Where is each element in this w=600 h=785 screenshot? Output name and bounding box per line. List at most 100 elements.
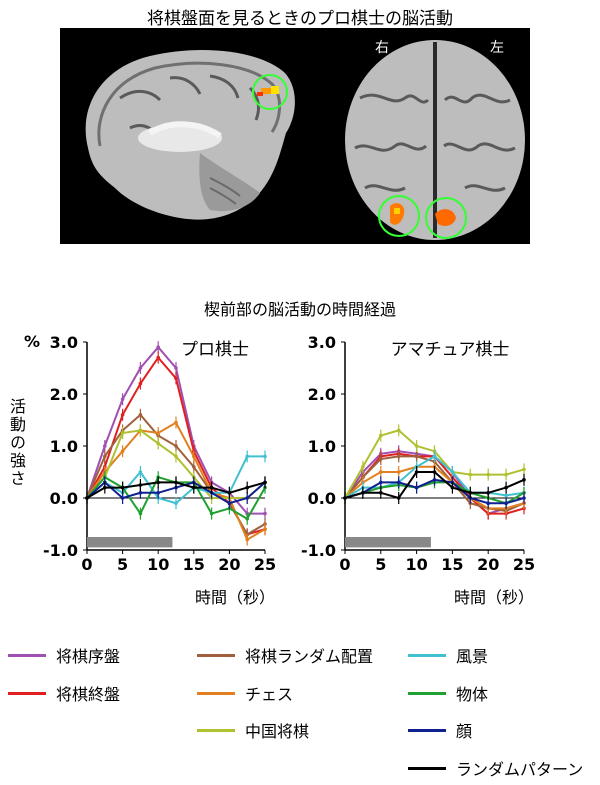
data-point-amateur-8 bbox=[504, 485, 508, 490]
legend-label: 中国将棋 bbox=[245, 722, 310, 741]
data-point-pro-3 bbox=[156, 431, 160, 435]
y-tick-label-amateur: 0.0 bbox=[308, 489, 336, 508]
sagittal-brain-slice bbox=[85, 49, 295, 220]
data-point-amateur-5 bbox=[432, 454, 437, 459]
data-point-amateur-7 bbox=[379, 480, 383, 485]
axial-left-roi-circle bbox=[425, 197, 467, 239]
data-point-amateur-8 bbox=[414, 470, 419, 474]
x-tick-label-pro: 0 bbox=[81, 555, 92, 574]
legend-item: 将棋終盤 bbox=[8, 681, 120, 705]
data-point-pro-8 bbox=[138, 483, 143, 487]
legend-label: 将棋序盤 bbox=[56, 647, 121, 666]
data-point-pro-1 bbox=[120, 413, 125, 417]
data-point-amateur-4 bbox=[522, 467, 526, 472]
data-point-pro-0 bbox=[103, 444, 107, 448]
data-point-amateur-4 bbox=[379, 433, 383, 438]
data-point-amateur-8 bbox=[522, 478, 526, 482]
data-point-pro-1 bbox=[174, 376, 178, 381]
x-tick-label-pro: 25 bbox=[254, 555, 276, 574]
data-point-amateur-4 bbox=[396, 428, 401, 433]
data-point-pro-1 bbox=[138, 381, 143, 386]
x-tick-label-pro: 20 bbox=[218, 555, 240, 574]
legend-item: 物体 bbox=[408, 681, 488, 705]
data-point-amateur-8 bbox=[379, 491, 383, 495]
legend-label: チェス bbox=[245, 685, 294, 704]
data-point-pro-3 bbox=[120, 449, 125, 453]
data-point-amateur-5 bbox=[504, 493, 508, 498]
x-tick-label-amateur: 25 bbox=[513, 555, 535, 574]
data-point-pro-3 bbox=[263, 527, 267, 531]
data-point-pro-8 bbox=[209, 485, 214, 490]
panel-title-amateur: アマチュア棋士 bbox=[391, 340, 510, 360]
y-tick-label-pro: 0.0 bbox=[50, 489, 78, 508]
data-point-amateur-4 bbox=[504, 472, 508, 477]
legend-item: 顔 bbox=[408, 718, 472, 742]
data-point-pro-0 bbox=[156, 345, 160, 349]
stimulus-period-bar-amateur bbox=[345, 537, 431, 548]
legend-swatch bbox=[197, 691, 235, 695]
y-tick-label-amateur: 1.0 bbox=[308, 437, 336, 456]
legend-label: 顔 bbox=[456, 722, 473, 741]
legend-label: 将棋ランダム配置 bbox=[245, 647, 374, 666]
data-point-pro-7 bbox=[245, 496, 249, 500]
data-point-pro-2 bbox=[138, 413, 143, 417]
data-point-pro-5 bbox=[174, 501, 178, 505]
data-point-amateur-4 bbox=[468, 472, 473, 477]
data-point-pro-8 bbox=[263, 480, 267, 485]
panel-title-pro: プロ棋士 bbox=[181, 340, 249, 360]
data-point-amateur-7 bbox=[486, 501, 491, 505]
data-point-amateur-4 bbox=[486, 472, 491, 477]
data-point-pro-5 bbox=[263, 454, 267, 459]
data-point-pro-0 bbox=[174, 366, 178, 370]
data-point-pro-6 bbox=[245, 517, 249, 521]
data-point-pro-7 bbox=[120, 496, 125, 500]
x-tick-label-pro: 5 bbox=[117, 555, 128, 574]
y-tick-label-pro: 3.0 bbox=[50, 333, 78, 352]
data-point-amateur-2 bbox=[396, 454, 401, 459]
data-point-pro-5 bbox=[138, 470, 143, 474]
data-point-pro-7 bbox=[227, 501, 232, 505]
legend-swatch bbox=[408, 691, 446, 695]
data-point-pro-2 bbox=[174, 444, 178, 448]
x-tick-label-pro: 10 bbox=[147, 555, 169, 574]
data-point-amateur-3 bbox=[396, 470, 401, 474]
data-point-pro-6 bbox=[138, 511, 143, 516]
data-point-pro-8 bbox=[156, 480, 160, 485]
data-point-pro-8 bbox=[103, 485, 107, 490]
x-tick-label-amateur: 15 bbox=[441, 555, 463, 574]
legend-label: 物体 bbox=[456, 685, 489, 704]
figure-title: 将棋盤面を見るときのプロ棋士の脳活動 bbox=[147, 9, 453, 29]
data-point-amateur-7 bbox=[504, 501, 508, 505]
data-point-pro-7 bbox=[138, 491, 143, 495]
sagittal-roi-circle bbox=[252, 74, 288, 110]
data-point-pro-6 bbox=[209, 511, 214, 516]
time-course-charts: プロ棋士 -1.0 0.0 1.0 2.0 3.0 0 5 10 15 20 25 アマチュア棋士 -1.… bbox=[43, 333, 535, 574]
legend-label: 風景 bbox=[456, 647, 489, 666]
legend-swatch bbox=[408, 766, 446, 770]
y-tick-label-amateur: 3.0 bbox=[308, 333, 336, 352]
data-point-pro-8 bbox=[245, 485, 249, 490]
data-point-pro-5 bbox=[245, 454, 249, 459]
data-point-amateur-8 bbox=[396, 496, 401, 500]
data-point-pro-1 bbox=[156, 355, 160, 360]
data-point-pro-0 bbox=[138, 366, 143, 370]
data-point-amateur-3 bbox=[379, 470, 383, 474]
legend-item: 将棋ランダム配置 bbox=[197, 643, 373, 667]
legend-item: ランダムパターン bbox=[408, 756, 583, 780]
y-tick-label-pro: -1.0 bbox=[43, 541, 78, 560]
data-point-amateur-8 bbox=[343, 496, 347, 500]
brain-mri-image: 右 左 bbox=[60, 28, 530, 244]
legend-swatch bbox=[408, 728, 446, 732]
y-axis-label: 活動の強さ bbox=[7, 398, 26, 488]
y-tick-label-pro: 2.0 bbox=[50, 385, 78, 404]
data-point-pro-8 bbox=[174, 480, 178, 485]
legend-swatch bbox=[408, 653, 446, 657]
data-point-amateur-2 bbox=[379, 457, 383, 461]
data-point-amateur-7 bbox=[522, 496, 526, 500]
data-point-pro-7 bbox=[156, 491, 160, 495]
legend-swatch bbox=[197, 653, 235, 657]
data-point-pro-4 bbox=[174, 454, 178, 459]
legend-label: ランダムパターン bbox=[456, 760, 584, 779]
legend-label: 将棋終盤 bbox=[56, 685, 121, 704]
x-tick-label-amateur: 5 bbox=[375, 555, 386, 574]
